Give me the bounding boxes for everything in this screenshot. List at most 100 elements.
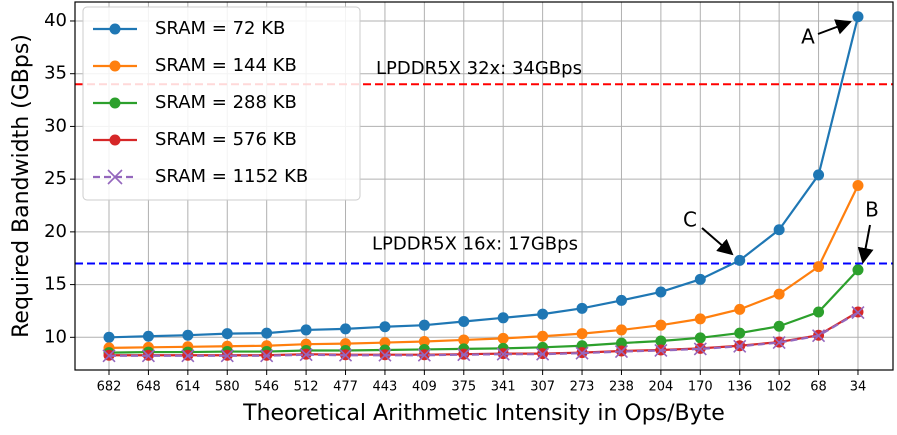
- marker: [497, 312, 509, 324]
- x-tick-label: 614: [175, 380, 200, 395]
- marker: [379, 321, 391, 333]
- marker: [102, 349, 116, 363]
- x-tick-label: 170: [688, 380, 713, 395]
- marker: [300, 324, 312, 336]
- x-tick-label: 307: [530, 380, 555, 395]
- marker: [496, 347, 510, 361]
- marker: [458, 334, 470, 346]
- legend-marker: [109, 60, 121, 72]
- marker: [813, 261, 825, 273]
- plot-frame: [74, 1, 894, 371]
- marker: [378, 348, 392, 362]
- marker: [537, 308, 549, 320]
- marker: [615, 294, 627, 306]
- marker: [497, 332, 509, 344]
- reference-label: LPDDR5X 16x: 17GBps: [372, 234, 578, 255]
- y-tick-label: 35: [44, 63, 67, 84]
- marker: [734, 254, 746, 266]
- legend-box: [82, 6, 361, 201]
- y-tick-label: 30: [44, 115, 67, 136]
- x-tick-label: 477: [333, 380, 358, 395]
- marker: [734, 327, 746, 339]
- marker: [734, 303, 746, 315]
- marker: [655, 335, 667, 347]
- legend-label: SRAM = 288 KB: [155, 92, 297, 113]
- marker: [299, 348, 313, 362]
- x-tick-label: 409: [412, 380, 437, 395]
- marker: [340, 323, 352, 335]
- marker: [852, 264, 864, 276]
- marker: [220, 349, 234, 363]
- marker: [773, 320, 785, 332]
- marker: [655, 286, 667, 298]
- marker: [418, 336, 430, 348]
- marker: [260, 349, 274, 363]
- x-tick-label: 375: [451, 380, 476, 395]
- series-line: [109, 311, 859, 357]
- marker: [852, 179, 864, 191]
- marker: [733, 339, 747, 353]
- legend-marker: [109, 97, 121, 109]
- marker: [576, 328, 588, 340]
- annotation-arrow: [817, 19, 852, 35]
- x-tick-label: 580: [215, 380, 240, 395]
- marker: [142, 330, 154, 342]
- marker: [615, 337, 627, 349]
- marker: [693, 342, 707, 356]
- marker: [221, 328, 233, 340]
- y-tick-label: 40: [44, 10, 67, 31]
- marker: [813, 169, 825, 181]
- legend-marker: [109, 134, 121, 146]
- marker: [458, 315, 470, 327]
- x-tick-label: 546: [254, 380, 279, 395]
- reference-label: LPDDR5X 32x: 34GBps: [376, 58, 582, 79]
- marker: [418, 319, 430, 331]
- x-tick-label: 238: [609, 380, 634, 395]
- marker: [417, 348, 431, 362]
- marker: [615, 324, 627, 336]
- x-tick-label: 136: [727, 380, 752, 395]
- x-tick-label: 273: [570, 380, 595, 395]
- x-tick-label: 68: [810, 380, 827, 395]
- series-line: [108, 184, 859, 349]
- legend-label: SRAM = 576 KB: [155, 129, 297, 150]
- y-tick-label: 25: [44, 168, 67, 189]
- annotation-arrow: [701, 227, 734, 256]
- marker: [338, 348, 353, 362]
- series-line: [108, 16, 860, 339]
- legend-label: SRAM = 72 KB: [155, 18, 285, 39]
- x-axis-label: Theoretical Arithmetic Intensity in Ops/…: [242, 401, 725, 426]
- legend-marker: [107, 169, 123, 185]
- x-tick-label: 341: [491, 380, 516, 395]
- legend-label: SRAM = 144 KB: [155, 55, 297, 76]
- marker: [536, 347, 550, 361]
- marker: [851, 305, 865, 320]
- marker: [772, 336, 786, 350]
- marker: [813, 306, 825, 318]
- x-tick-label: 102: [767, 380, 792, 395]
- marker: [457, 348, 471, 362]
- marker: [182, 329, 194, 341]
- marker: [261, 327, 273, 339]
- marker: [773, 288, 785, 300]
- annotation-label: C: [683, 208, 697, 232]
- y-tick-label: 15: [44, 274, 67, 295]
- marker: [614, 344, 629, 359]
- x-tick-label: 682: [97, 380, 122, 395]
- y-tick-label: 20: [44, 221, 67, 242]
- marker: [694, 332, 706, 344]
- marker: [655, 319, 667, 331]
- x-tick-label: 204: [648, 380, 673, 395]
- y-axis-label: Required Bandwidth (GBps): [9, 34, 34, 338]
- annotation-arrow: [857, 224, 874, 264]
- marker: [811, 329, 826, 343]
- marker: [103, 331, 115, 343]
- series-line: [108, 269, 859, 354]
- x-tick-label: 648: [136, 380, 161, 395]
- marker: [773, 224, 785, 236]
- marker: [852, 11, 864, 23]
- annotation-label: A: [801, 25, 815, 49]
- marker: [575, 346, 589, 360]
- marker: [694, 313, 706, 325]
